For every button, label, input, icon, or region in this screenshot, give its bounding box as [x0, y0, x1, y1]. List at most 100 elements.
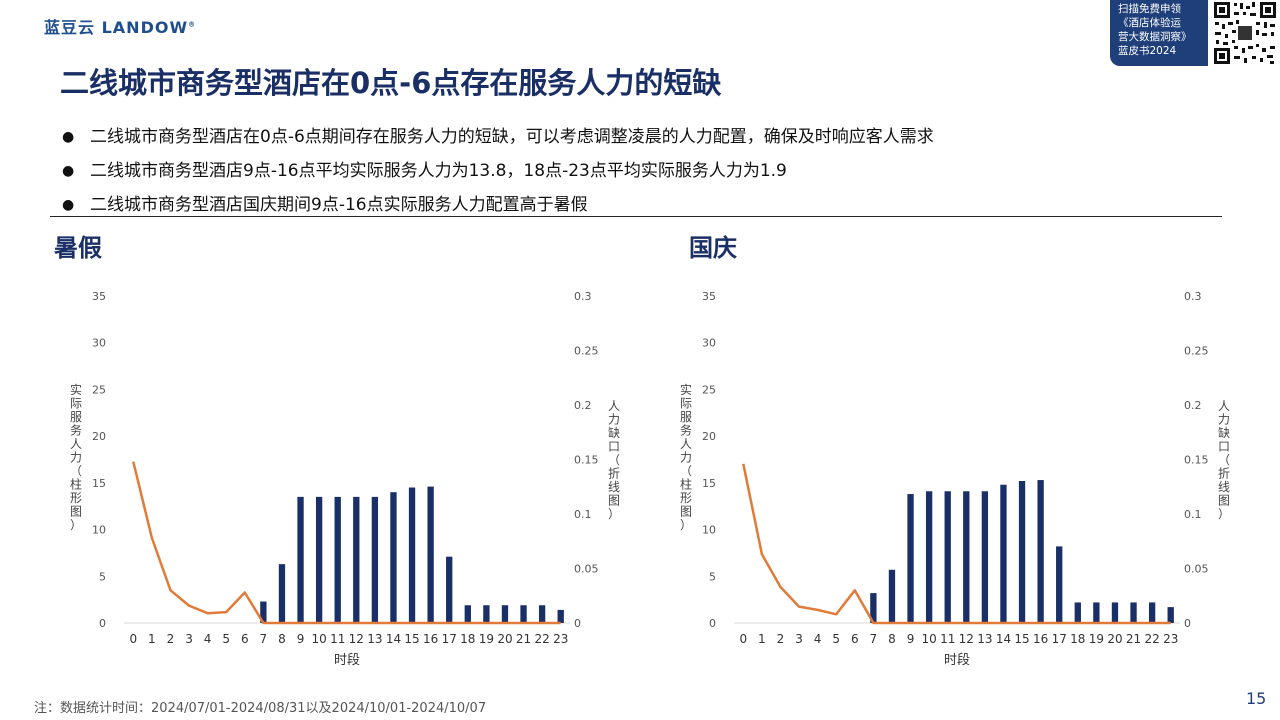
right-axis-tick-label: 0.2	[574, 399, 592, 412]
bar-mark	[907, 494, 914, 623]
bullet-text: 二线城市商务型酒店国庆期间9点-16点实际服务人力配置高于暑假	[90, 195, 588, 215]
bar-mark	[963, 491, 970, 623]
bar-mark	[371, 496, 379, 623]
bar-mark	[483, 605, 490, 623]
left-axis-tick-label: 10	[92, 524, 106, 537]
logo-en-text: LANDOW	[101, 18, 189, 37]
x-axis-tick-label: 20	[1107, 632, 1122, 646]
x-axis-tick-label: 14	[996, 632, 1011, 646]
bar-mark	[390, 492, 397, 623]
left-axis-tick-label: 30	[702, 337, 716, 350]
x-axis-label: 时段	[334, 653, 360, 668]
x-axis-tick-label: 2	[167, 632, 175, 646]
section-divider	[50, 216, 1222, 217]
left-axis-label-char: 人	[70, 437, 82, 451]
right-axis-tick-label: 0.3	[574, 290, 592, 303]
page-number: 15	[1246, 689, 1267, 708]
left-axis-tick-label: 0	[709, 617, 716, 630]
right-axis-label-char: 力	[608, 413, 620, 427]
left-axis-label-char: （	[680, 464, 692, 478]
promo-line: 扫描免费申领	[1118, 3, 1181, 15]
left-axis-label-char: 柱	[70, 477, 82, 492]
right-axis-label-char: （	[1218, 453, 1230, 467]
right-axis-label-char: ）	[608, 507, 620, 521]
right-axis-tick-label: 0.2	[1184, 399, 1202, 412]
bar-mark	[278, 564, 286, 623]
bar-mark	[870, 593, 877, 623]
left-axis-tick-label: 20	[702, 430, 716, 443]
left-axis-label-char: 际	[680, 397, 692, 411]
summer-chart-title: 暑假	[54, 234, 102, 262]
bar-mark	[315, 496, 323, 623]
bar-mark	[538, 605, 546, 623]
bar-mark	[464, 605, 471, 623]
x-axis-tick-label: 16	[1033, 632, 1048, 646]
bar-mark	[260, 601, 267, 623]
bar-mark	[944, 491, 951, 623]
right-axis-tick-label: 0.25	[574, 345, 599, 358]
x-axis-tick-label: 22	[534, 632, 549, 646]
right-axis-tick-label: 0	[1184, 617, 1191, 630]
x-axis-tick-label: 9	[907, 632, 915, 646]
x-axis-tick-label: 14	[386, 632, 401, 646]
bar-mark	[408, 487, 416, 623]
x-axis-tick-label: 15	[404, 632, 419, 646]
right-axis-label-char: 缺	[608, 425, 620, 440]
right-axis-tick-label: 0.15	[574, 454, 599, 467]
bar-mark	[1167, 607, 1174, 623]
left-axis-tick-label: 35	[92, 290, 106, 303]
x-axis-tick-label: 1	[148, 632, 156, 646]
staffing-gap-line	[132, 461, 561, 625]
promo-line: 营大数据洞察》	[1118, 31, 1192, 43]
logo-mark: ®	[188, 20, 197, 29]
x-axis-tick-label: 13	[977, 632, 992, 646]
promo-line: 《酒店体验运	[1118, 17, 1181, 29]
x-axis-tick-label: 11	[940, 632, 955, 646]
x-axis-tick-label: 18	[460, 632, 475, 646]
bullet-text: 二线城市商务型酒店在0点-6点期间存在服务人力的短缺，可以考虑调整凌晨的人力配置…	[90, 127, 934, 147]
bar-mark	[1148, 602, 1156, 623]
right-axis-label-char: 人	[1218, 399, 1230, 413]
x-axis-tick-label: 3	[795, 632, 803, 646]
right-axis-label-char: 口	[608, 440, 620, 454]
right-axis-tick-label: 0.1	[574, 508, 592, 521]
x-axis-tick-label: 19	[479, 632, 494, 646]
left-axis-label-char: 务	[70, 423, 82, 438]
right-axis-label-char: 线	[1218, 480, 1230, 494]
left-axis-tick-label: 10	[702, 524, 716, 537]
left-axis-label-char: 实	[680, 382, 692, 397]
x-axis-tick-label: 11	[330, 632, 345, 646]
right-axis-label-char: 缺	[1218, 425, 1230, 440]
bar-mark	[353, 496, 360, 623]
x-axis-tick-label: 7	[260, 632, 268, 646]
summary-bullet: ● 二线城市商务型酒店国庆期间9点-16点实际服务人力配置高于暑假	[60, 188, 934, 222]
bar-mark	[334, 496, 341, 623]
x-axis-tick-label: 21	[516, 632, 531, 646]
summary-bullet: ● 二线城市商务型酒店9点-16点平均实际服务人力为13.8，18点-23点平均实…	[60, 154, 934, 188]
bar-mark	[427, 486, 434, 623]
left-axis-tick-label: 15	[702, 477, 716, 490]
left-axis-label-char: 图	[680, 505, 692, 519]
x-axis-tick-label: 6	[851, 632, 859, 646]
x-axis-tick-label: 8	[278, 632, 286, 646]
right-axis-tick-label: 0	[574, 617, 581, 630]
promo-box: 扫描免费申领 《酒店体验运 营大数据洞察》 蓝皮书2024	[1110, 0, 1208, 66]
right-axis-label-char: 人	[608, 399, 620, 413]
x-axis-tick-label: 19	[1089, 632, 1104, 646]
x-axis-tick-label: 1	[758, 632, 766, 646]
right-axis-label-char: （	[608, 453, 620, 467]
left-axis-label-char: 形	[680, 491, 692, 505]
x-axis-tick-label: 23	[1163, 632, 1178, 646]
right-axis-label-char: 力	[1218, 413, 1230, 427]
x-axis-tick-label: 10	[921, 632, 936, 646]
bar-mark	[446, 556, 453, 623]
x-axis-tick-label: 12	[349, 632, 364, 646]
bullet-dot-icon: ●	[62, 163, 75, 179]
left-axis-label-char: 图	[70, 505, 82, 519]
qr-code-icon[interactable]	[1212, 0, 1278, 66]
summary-bullet: ● 二线城市商务型酒店在0点-6点期间存在服务人力的短缺，可以考虑调整凌晨的人力配…	[60, 120, 934, 154]
right-axis-label-char: 线	[608, 480, 620, 494]
promo-line: 蓝皮书2024	[1118, 45, 1177, 57]
